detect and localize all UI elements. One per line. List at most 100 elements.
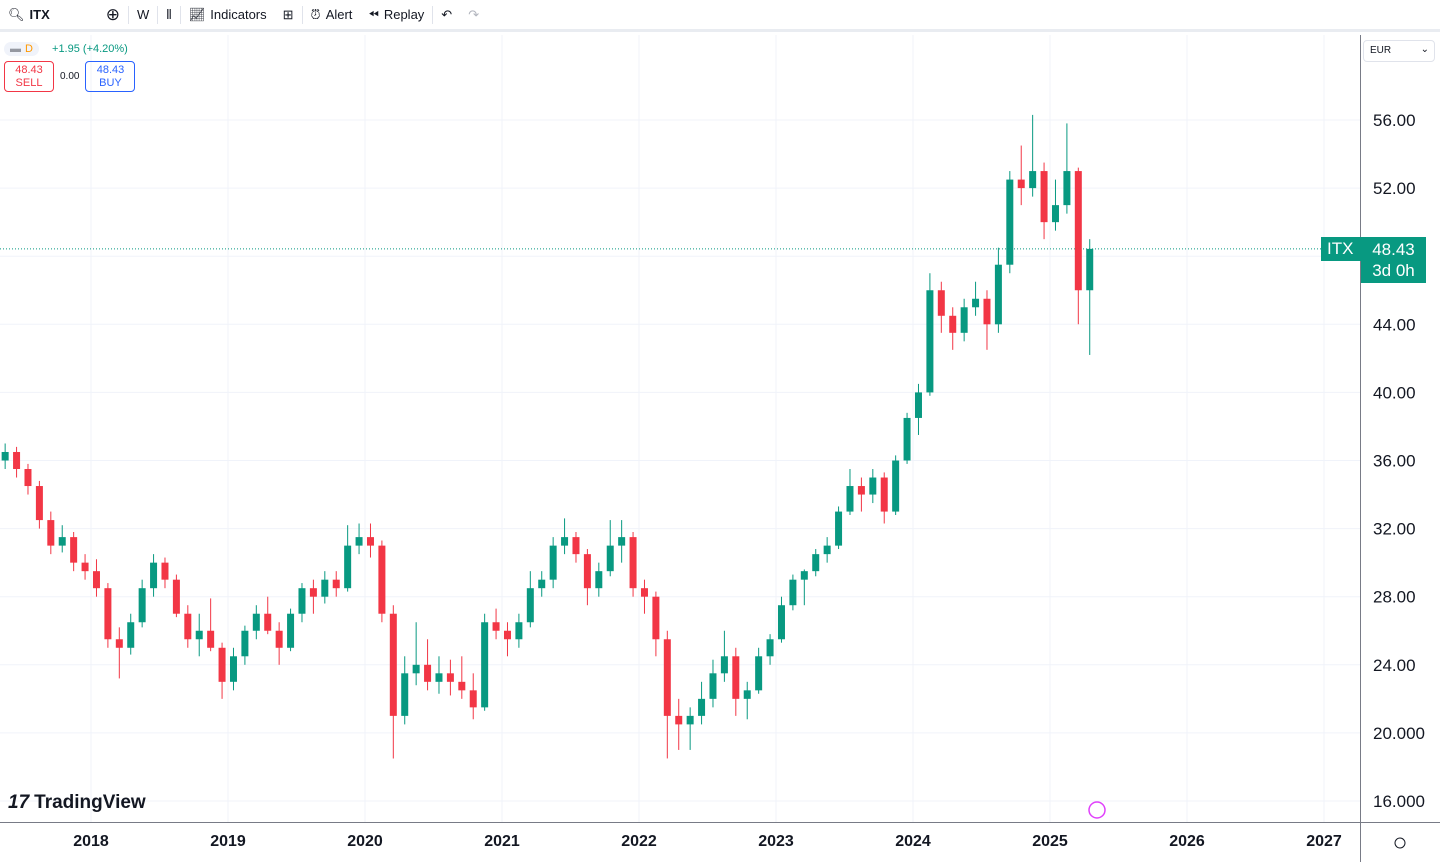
candle-body (161, 562, 169, 580)
candle (926, 273, 934, 396)
interval-button[interactable]: W (137, 7, 150, 22)
candle-body (914, 392, 922, 418)
candle-body (469, 690, 477, 708)
chart-type-button[interactable]: ⫴ (158, 0, 179, 29)
candle (344, 525, 352, 592)
y-tick-label: 32.00 (1373, 520, 1416, 539)
tv-logo-icon: 17 (8, 792, 30, 813)
candle-body (1063, 171, 1071, 206)
candle (629, 532, 637, 597)
candle-body (264, 613, 272, 631)
candle-body (24, 469, 32, 487)
candle-body (378, 545, 386, 614)
candle-body (47, 520, 55, 546)
candle (789, 574, 797, 611)
candle (1029, 114, 1037, 197)
candle (743, 681, 751, 720)
candle-body (13, 451, 21, 470)
candle-body (81, 562, 89, 572)
candle-body (1017, 179, 1025, 189)
candle-body (732, 656, 740, 699)
indicators-icon: 📈︎ (188, 6, 206, 22)
candle-body (777, 605, 785, 640)
candle (698, 681, 706, 725)
candle (275, 622, 283, 665)
candle (81, 554, 89, 580)
candle-body (549, 545, 557, 580)
y-tick-label: 24.00 (1373, 656, 1416, 675)
candle-body (366, 537, 374, 546)
alert-button[interactable]: ⏰︎ Alert (310, 6, 353, 23)
candle-body (789, 579, 797, 606)
candle-body (526, 588, 534, 623)
candle-body (344, 545, 352, 589)
candle (1074, 167, 1082, 325)
candle (686, 707, 694, 750)
candle (287, 608, 295, 652)
interval-badge[interactable]: ▬ D (4, 42, 39, 56)
candle (903, 412, 911, 464)
currency-select[interactable]: EUR ⌄ (1363, 40, 1435, 62)
candle (675, 698, 683, 750)
candle-body (241, 630, 249, 657)
x-tick-label: 2023 (758, 833, 794, 850)
settings-icon[interactable] (1394, 837, 1406, 849)
candle (58, 525, 66, 553)
candle-body (1074, 171, 1082, 291)
last-price-label: 48.43 3d 0h (1361, 237, 1426, 283)
candle-body (835, 511, 843, 546)
candle-body (58, 537, 66, 546)
candle (960, 298, 968, 342)
candle (595, 562, 603, 597)
candle-body (515, 622, 523, 640)
candle-body (115, 639, 123, 648)
candle (115, 627, 123, 679)
indicators-button[interactable]: 📈︎ Indicators (188, 6, 267, 23)
candle (777, 596, 785, 643)
candle (846, 469, 854, 515)
candle-body (903, 417, 911, 461)
candle (800, 569, 808, 606)
candle-body (412, 664, 420, 674)
y-tick-label: 44.00 (1373, 315, 1416, 334)
grid-icon: ⊞ (282, 6, 294, 22)
replay-button[interactable]: ⏪︎ Replay (368, 6, 425, 23)
y-tick-label: 52.00 (1373, 179, 1416, 198)
tradingview-logo[interactable]: 17 TradingView (8, 792, 146, 813)
candle-body (309, 588, 317, 597)
candle-body (937, 290, 945, 316)
candle (298, 583, 306, 623)
candle (1006, 171, 1014, 274)
candle-body (1040, 171, 1048, 223)
sell-button[interactable]: 48.43 SELL (4, 61, 54, 92)
templates-button[interactable]: ⊞ (275, 0, 302, 29)
candle-body (138, 588, 146, 623)
candle-body (846, 486, 854, 512)
candle-body (104, 588, 112, 640)
candle-body (595, 571, 603, 589)
y-tick-label: 56.00 (1373, 111, 1416, 130)
candle-body (184, 613, 192, 640)
candle (401, 656, 409, 725)
price-chart[interactable]: 56.0052.0048.0044.0040.0036.0032.0028.00… (0, 35, 1440, 862)
candle (264, 596, 272, 635)
candle-body (70, 537, 78, 563)
candle-body (869, 477, 877, 495)
symbol-search-button[interactable]: 🔍︎ ITX (8, 6, 50, 23)
candle-body (972, 298, 980, 308)
candle (835, 506, 843, 550)
candle-body (1, 451, 9, 461)
candle-body (1029, 171, 1037, 189)
candle-body (458, 681, 466, 691)
undo-button[interactable]: ↶ (433, 0, 460, 29)
redo-button[interactable]: ↷ (460, 0, 487, 29)
candle (1051, 179, 1059, 231)
compare-button[interactable]: ⊕ (98, 0, 128, 29)
lightning-icon[interactable] (1088, 801, 1106, 819)
candle (892, 455, 900, 515)
candle (35, 480, 43, 529)
rewind-icon: ⏪︎ (368, 6, 379, 22)
buy-button[interactable]: 48.43 BUY (85, 61, 136, 92)
chart-legend: ▬ D +1.95 (+4.20%) 48.43 SELL 0.00 48.43 BU… (4, 42, 136, 92)
y-tick-label: 40.00 (1373, 383, 1416, 402)
